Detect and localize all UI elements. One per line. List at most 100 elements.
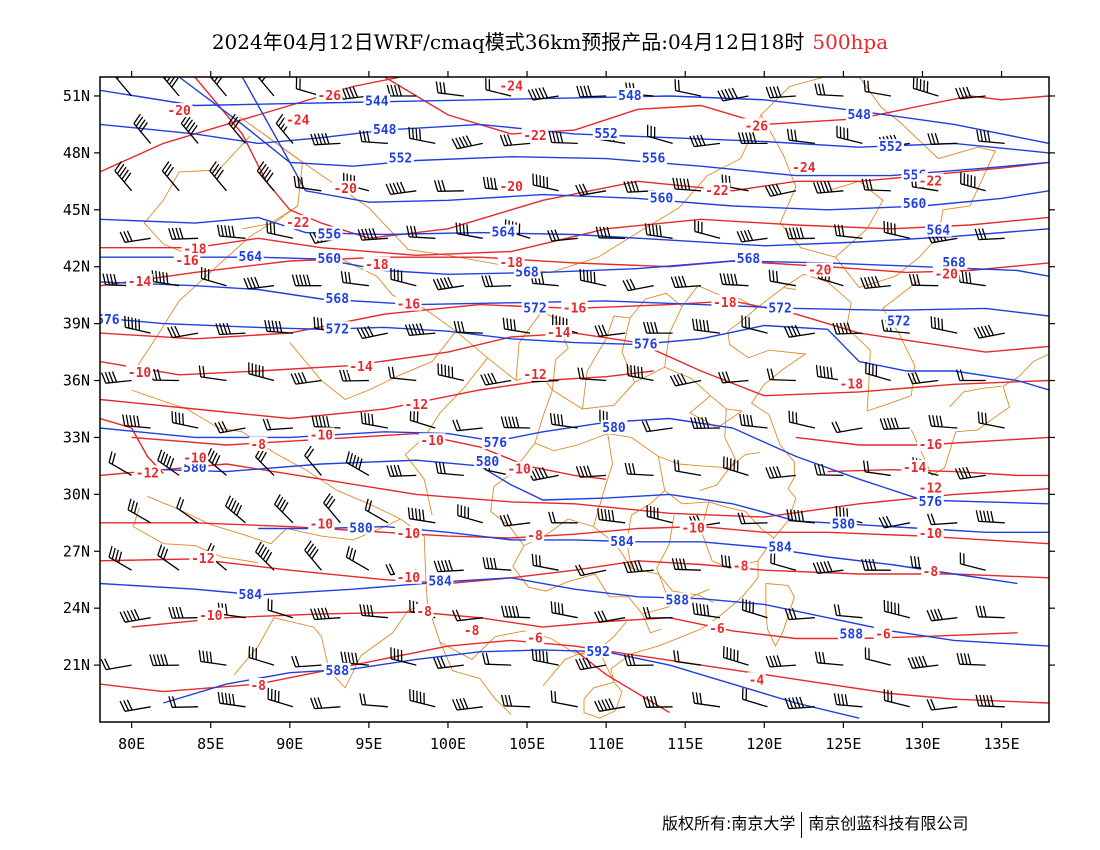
wind-barb	[954, 466, 986, 480]
temperature-contour-label: -12	[523, 368, 546, 383]
temperature-contour-label-bg	[363, 256, 391, 271]
wind-barb	[455, 222, 483, 239]
temperature-contour-label-bg	[316, 88, 343, 102]
height-contour-label-bg	[940, 254, 968, 269]
wind-barb	[359, 130, 388, 145]
height-contour-label: 580	[832, 518, 856, 533]
wind-barb	[198, 365, 227, 382]
wind-barb	[691, 318, 721, 334]
temperature-isotherm	[827, 468, 1049, 477]
wind-barb	[574, 564, 607, 577]
height-contour-label: 568	[326, 292, 350, 307]
wind-barb	[912, 77, 939, 97]
wind-barb	[451, 697, 483, 711]
temperature-contour-label: -10	[310, 518, 334, 533]
temperature-contour-label: -10	[128, 366, 152, 381]
lat-tick-label: 30N	[63, 485, 90, 503]
temperature-contour-label-bg	[462, 622, 481, 637]
lat-tick-label: 48N	[63, 144, 90, 162]
wind-barb	[694, 220, 721, 239]
border-line	[621, 292, 683, 383]
wind-barb	[973, 324, 1005, 339]
temperature-contour-label: -20	[808, 264, 832, 279]
border-line	[783, 273, 852, 304]
temperature-contour-label: -8	[923, 565, 939, 580]
wind-barb	[741, 598, 768, 619]
temperature-contour-label-bg	[415, 604, 434, 618]
wind-barb	[127, 498, 151, 524]
wind-barb	[597, 508, 626, 524]
wind-barb	[594, 324, 626, 337]
temperature-isotherm	[131, 432, 607, 480]
temperature-contour-label-bg	[521, 127, 549, 142]
temperature-contour-label-bg	[189, 550, 217, 565]
wind-barb	[451, 135, 483, 150]
wind-barb	[646, 505, 673, 524]
lon-tick-label: 85E	[197, 735, 224, 753]
temperature-contour-label: -12	[919, 482, 942, 497]
lon-tick-label: 115E	[667, 735, 703, 753]
wind-barb	[345, 546, 370, 571]
wind-barb	[883, 599, 910, 619]
height-contour-label-bg	[584, 643, 612, 658]
wind-barb	[673, 459, 702, 477]
wind-barb	[814, 651, 844, 666]
wind-barb	[157, 544, 180, 571]
height-contour-label: 588	[840, 628, 864, 643]
wind-barb	[883, 689, 910, 708]
border-line	[581, 315, 630, 410]
temperature-contour-label: -10	[420, 434, 444, 449]
temperature-contour-label-bg	[308, 516, 335, 531]
wind-barb	[149, 654, 180, 667]
wind-barb	[151, 270, 180, 287]
temperature-contour-label-bg	[917, 173, 944, 188]
wind-barb	[290, 371, 322, 385]
border-line	[439, 642, 512, 715]
temperature-contour-label-bg	[743, 118, 770, 133]
temperature-contour-label-bg	[173, 253, 201, 267]
wind-barb	[209, 77, 227, 97]
temperature-contour-label: -4	[749, 673, 765, 688]
wind-barb	[214, 421, 246, 434]
temperature-contour-label-bg	[165, 103, 193, 118]
lon-tick-label: 110E	[588, 735, 624, 753]
wind-barb	[310, 607, 341, 621]
wind-barb	[722, 646, 749, 666]
temperature-contour-label: -10	[199, 609, 223, 624]
wind-barb	[217, 691, 246, 708]
height-contour-label: 576	[96, 313, 120, 328]
wind-barb	[670, 275, 702, 289]
temperature-contour-label-bg	[395, 296, 422, 311]
temperature-contour-label: -24	[792, 161, 816, 176]
wind-barb	[812, 180, 844, 194]
wind-barb	[642, 695, 673, 708]
height-contour-label-bg	[632, 336, 659, 351]
lat-tick-label: 51N	[63, 87, 90, 105]
height-contour-label-bg	[237, 586, 264, 601]
temperature-contour-label: -10	[397, 527, 421, 542]
wind-barb	[926, 698, 958, 711]
wind-barb	[124, 315, 151, 334]
temperature-contour-label-bg	[395, 569, 422, 584]
temperature-contour-label: -22	[523, 129, 546, 144]
temperature-contour-label-bg	[790, 160, 818, 175]
wind-barb	[548, 131, 578, 145]
copyright-owner: 版权所有:南京大学	[662, 814, 796, 833]
wind-barb	[499, 514, 531, 527]
wind-barb	[957, 270, 986, 287]
wind-barb	[267, 598, 294, 619]
wind-barb	[547, 229, 578, 242]
wind-barb	[531, 648, 559, 666]
wind-barb	[390, 267, 417, 287]
wind-barb	[812, 560, 844, 575]
height-contour-label: 560	[318, 252, 342, 267]
wind-barb	[119, 609, 151, 623]
temperature-contour-label-bg	[806, 262, 833, 277]
wind-barb	[502, 317, 531, 334]
wind-barb	[225, 495, 246, 524]
temperature-contour-label-bg	[126, 273, 153, 288]
border-line	[490, 442, 714, 603]
height-contour-label: 572	[523, 301, 546, 316]
wind-barb	[359, 604, 388, 619]
height-contour-label-bg	[600, 420, 628, 434]
